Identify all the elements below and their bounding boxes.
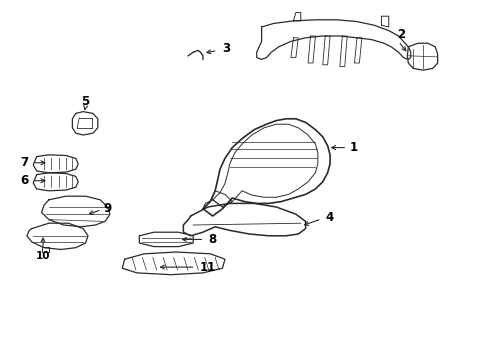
Text: 3: 3: [222, 42, 230, 55]
Text: 11: 11: [199, 261, 215, 274]
Text: 7: 7: [20, 156, 28, 169]
Text: 5: 5: [81, 95, 89, 108]
Text: 8: 8: [207, 233, 216, 246]
Text: 10: 10: [36, 251, 50, 261]
Text: 6: 6: [20, 174, 28, 187]
Text: 4: 4: [325, 211, 333, 224]
Text: 1: 1: [349, 141, 357, 154]
Text: 2: 2: [396, 28, 404, 41]
Text: 9: 9: [103, 202, 112, 215]
